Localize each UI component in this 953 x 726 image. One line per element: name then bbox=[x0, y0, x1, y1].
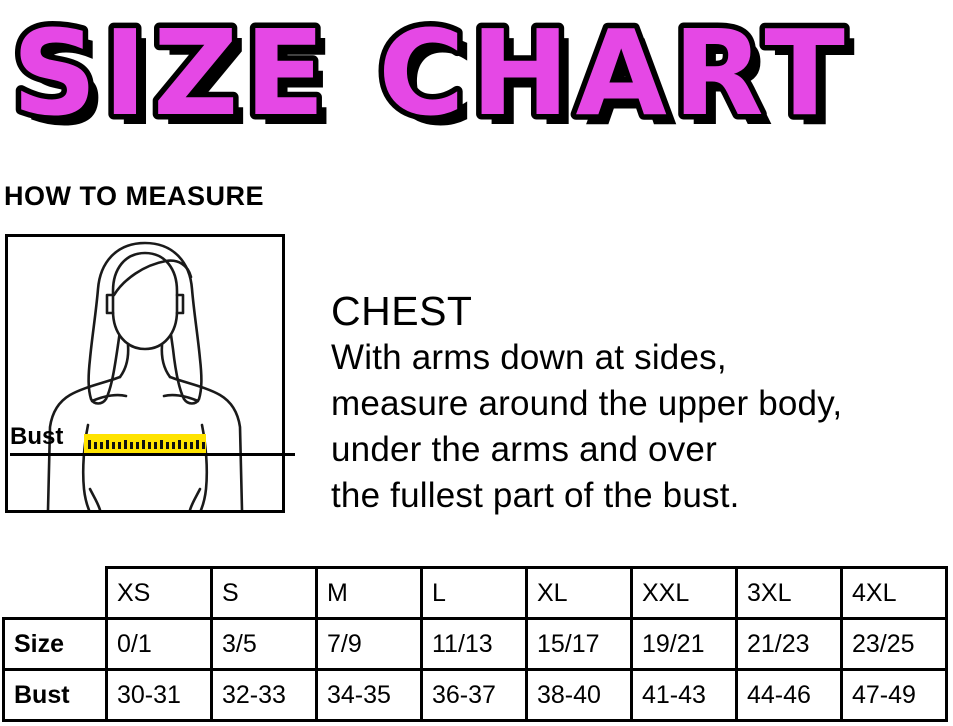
table-header-cell-s: S bbox=[210, 566, 318, 620]
bangs-line bbox=[112, 259, 193, 297]
page-title-shadow: SIZE CHART bbox=[22, 14, 861, 150]
size-value-xl: 15/17 bbox=[525, 617, 633, 671]
size-table-container: XS S M L XL XXL 3XL 4XL Size 0/1 3/5 7/9… bbox=[2, 566, 948, 722]
size-value-m: 7/9 bbox=[315, 617, 423, 671]
collarbone-left bbox=[90, 393, 128, 403]
table-row-bust: Bust 30-31 32-33 34-35 36-37 38-40 41-43… bbox=[2, 668, 948, 722]
table-header-cell-xs: XS bbox=[105, 566, 213, 620]
chest-line-3: under the arms and over bbox=[331, 430, 717, 469]
bust-leader-line bbox=[10, 453, 295, 456]
size-value-3xl: 21/23 bbox=[735, 617, 843, 671]
bust-callout: Bust bbox=[10, 424, 295, 464]
right-ear bbox=[175, 293, 185, 315]
table-header-cell-4xl: 4XL bbox=[840, 566, 948, 620]
table-header-cell-xl: XL bbox=[525, 566, 633, 620]
body-side-left bbox=[88, 487, 102, 510]
chest-line-4: the fullest part of the bust. bbox=[331, 476, 740, 515]
bust-value-xl: 38-40 bbox=[525, 668, 633, 722]
bust-value-3xl: 44-46 bbox=[735, 668, 843, 722]
chest-line-2: measure around the upper body, bbox=[331, 384, 843, 423]
size-value-l: 11/13 bbox=[420, 617, 528, 671]
table-header-cell-3xl: 3XL bbox=[735, 566, 843, 620]
size-value-xxl: 19/21 bbox=[630, 617, 738, 671]
table-header-cell-xxl: XXL bbox=[630, 566, 738, 620]
bust-value-m: 34-35 bbox=[315, 668, 423, 722]
size-value-xs: 0/1 bbox=[105, 617, 213, 671]
size-value-s: 3/5 bbox=[210, 617, 318, 671]
left-ear bbox=[105, 293, 115, 315]
neck-left bbox=[118, 343, 130, 379]
table-corner-cell bbox=[4, 568, 107, 619]
bust-value-l: 36-37 bbox=[420, 668, 528, 722]
table-row-label-size: Size bbox=[2, 617, 108, 671]
page-title: SIZE CHART bbox=[12, 4, 851, 142]
table-header-cell-l: L bbox=[420, 566, 528, 620]
collarbone-right bbox=[162, 393, 200, 403]
chest-description-block: CHEST With arms down at sides, measure a… bbox=[331, 288, 931, 519]
chest-line-1: With arms down at sides, bbox=[331, 338, 727, 377]
measuring-tape-ticks bbox=[88, 440, 205, 449]
torso-outline bbox=[46, 375, 122, 510]
bust-value-s: 32-33 bbox=[210, 668, 318, 722]
table-header-row: XS S M L XL XXL 3XL 4XL bbox=[4, 566, 948, 620]
size-value-4xl: 23/25 bbox=[840, 617, 948, 671]
table-row-size: Size 0/1 3/5 7/9 11/13 15/17 19/21 21/23… bbox=[2, 617, 948, 671]
measure-illustration-box bbox=[5, 234, 285, 513]
page-title-banner: SIZE CHART SIZE CHART bbox=[0, 0, 953, 150]
bust-value-xxl: 41-43 bbox=[630, 668, 738, 722]
bust-callout-label: Bust bbox=[10, 423, 64, 450]
body-side-right bbox=[188, 487, 202, 510]
neck-right bbox=[160, 343, 172, 379]
size-table: XS S M L XL XXL 3XL 4XL Size 0/1 3/5 7/9… bbox=[2, 566, 948, 722]
bust-value-4xl: 47-49 bbox=[840, 668, 948, 722]
table-header-cell-m: M bbox=[315, 566, 423, 620]
bust-value-xs: 30-31 bbox=[105, 668, 213, 722]
chest-heading: CHEST bbox=[331, 288, 473, 334]
size-chart-title-art: SIZE CHART SIZE CHART bbox=[7, 0, 861, 150]
woman-figure-illustration bbox=[46, 241, 244, 510]
how-to-measure-heading: HOW TO MEASURE bbox=[4, 181, 265, 211]
table-row-label-bust: Bust bbox=[2, 668, 108, 722]
torso-outline-right bbox=[168, 375, 244, 510]
